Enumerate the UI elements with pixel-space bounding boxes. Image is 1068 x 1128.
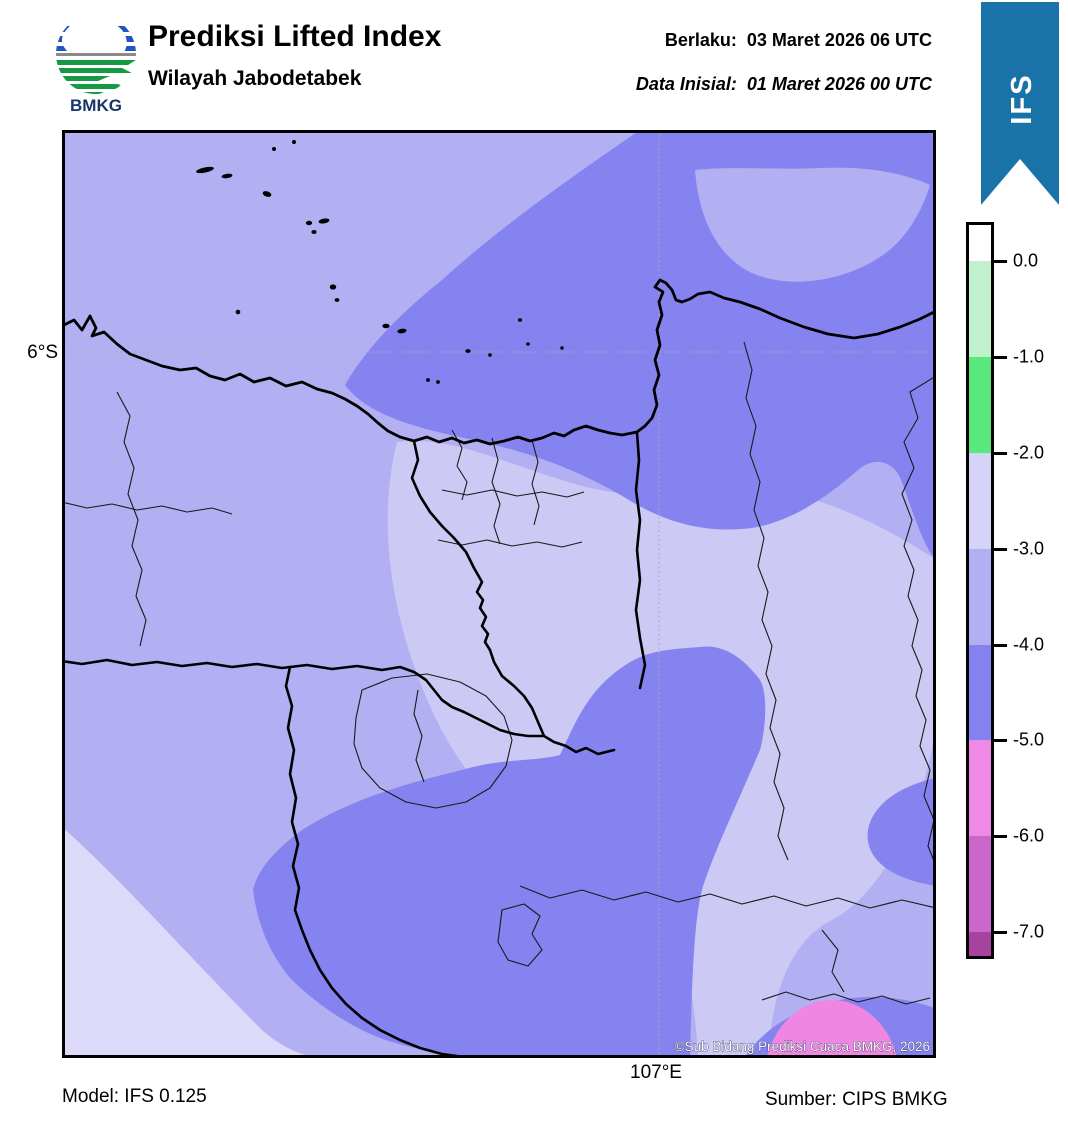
map-fill-dark-band (253, 646, 766, 1058)
colorbar-segment (969, 261, 991, 357)
model-ribbon: IFS (981, 2, 1059, 208)
colorbar-tick-mark (994, 452, 1007, 455)
colorbar-tick-label: -7.0 (1013, 921, 1045, 942)
lon-axis-label: 107°E (630, 1062, 682, 1083)
map-border (62, 130, 936, 1058)
colorbar-tick-mark (994, 835, 1007, 838)
footer-source: Sumber: CIPS BMKG (765, 1089, 948, 1110)
colorbar-segment (969, 932, 991, 956)
map-fill-dark-right-blob (867, 778, 936, 886)
colorbar-tick-label: -6.0 (1013, 825, 1045, 846)
valid-time-label: Berlaku: (664, 30, 737, 50)
colorbar-segment (969, 549, 991, 645)
colorbar-tick-mark (994, 931, 1007, 934)
footer-model: Model: IFS 0.125 (62, 1086, 207, 1107)
graticule (62, 130, 936, 1058)
lat-axis-label: 6°S (27, 342, 58, 363)
colorbar-segment (969, 225, 991, 261)
colorbar-tick-label: -5.0 (1013, 729, 1045, 750)
page-title: Prediksi Lifted Index (148, 20, 442, 53)
colorbar-tick-mark (994, 356, 1007, 359)
colorbar-tick-label: 0.0 (1013, 250, 1039, 271)
initial-time: Data Inisial: 01 Maret 2026 00 UTC (636, 74, 932, 95)
logo-text: BMKG (70, 96, 122, 115)
ribbon-label: IFS (1006, 73, 1038, 124)
colorbar: 0.0 -1.0 -2.0 -3.0 -4.0 -5.0 -6.0 -7.0 (966, 222, 1066, 962)
bmkg-logo: BMKG (48, 8, 148, 116)
colorbar-segment (969, 357, 991, 453)
colorbar-tick-mark (994, 644, 1007, 647)
islands (196, 140, 564, 384)
colorbar-segment (969, 645, 991, 740)
colorbar-tick-mark (994, 260, 1007, 263)
initial-time-label: Data Inisial: (635, 74, 737, 94)
valid-time: Berlaku: 03 Maret 2026 06 UTC (665, 30, 932, 51)
colorbar-segments (966, 222, 994, 959)
forecast-map: ©Sub Bidang Prediksi Cuaca BMKG, 2026 (60, 130, 1014, 1128)
valid-time-value: 03 Maret 2026 06 UTC (746, 30, 932, 50)
colorbar-segment (969, 836, 991, 932)
map-fill-palest-corner (62, 827, 317, 1058)
colorbar-tick-mark (994, 739, 1007, 742)
map-fill-bay (695, 167, 930, 282)
colorbar-tick-label: -1.0 (1013, 346, 1045, 367)
colorbar-segment (969, 740, 991, 836)
page-subtitle: Wilayah Jabodetabek (148, 67, 362, 90)
initial-time-value: 01 Maret 2026 00 UTC (746, 74, 932, 94)
colorbar-tick-mark (994, 548, 1007, 551)
colorbar-tick-label: -2.0 (1013, 442, 1045, 463)
colorbar-segment (969, 453, 991, 549)
colorbar-tick-label: -4.0 (1013, 634, 1045, 655)
coastline (60, 278, 938, 446)
map-copyright: ©Sub Bidang Prediksi Cuaca BMKG, 2026 (675, 1039, 930, 1054)
province-boundaries (60, 431, 647, 1060)
colorbar-tick-label: -3.0 (1013, 538, 1045, 559)
ribbon-banner (981, 2, 1059, 205)
